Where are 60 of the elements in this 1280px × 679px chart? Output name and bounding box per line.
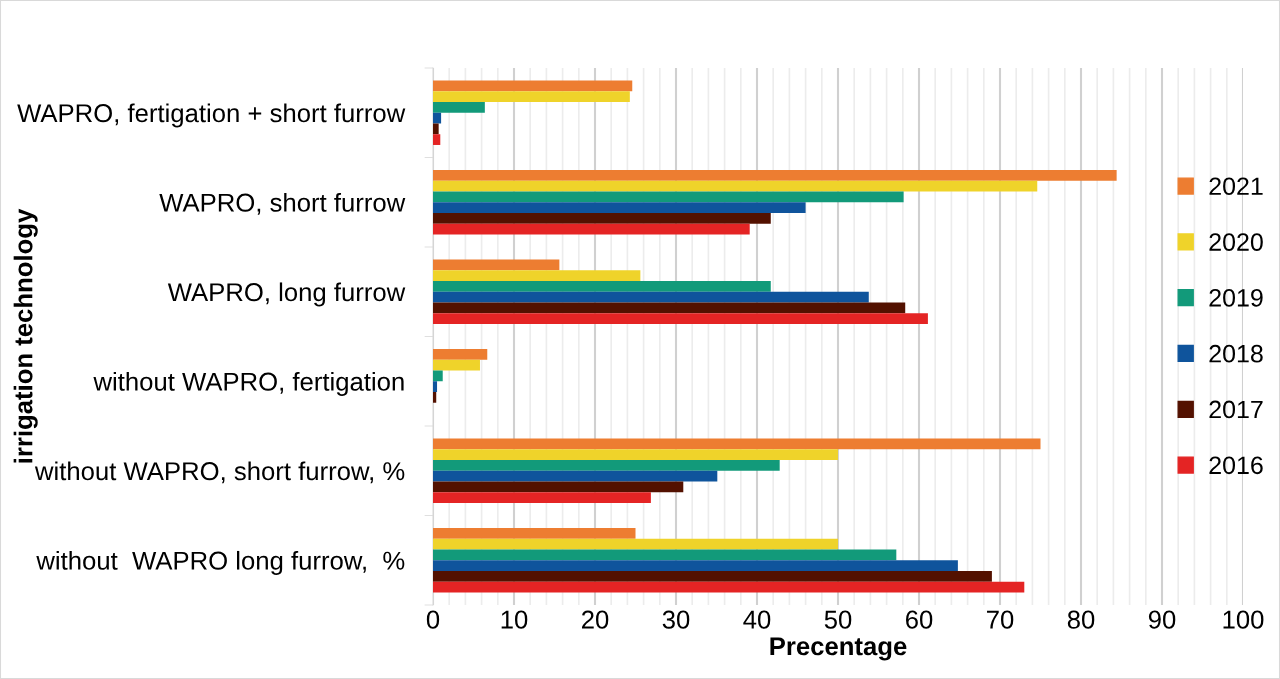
bar <box>433 134 441 145</box>
bar <box>433 170 1117 181</box>
bar <box>433 313 928 324</box>
bar <box>433 570 992 582</box>
x-tick-label: 60 <box>906 610 933 629</box>
bar <box>433 549 897 561</box>
bar <box>433 560 958 571</box>
bar <box>433 191 904 203</box>
bar <box>433 202 806 213</box>
bar <box>433 349 488 360</box>
y-tick-label: without WAPRO, fertigation <box>93 371 404 396</box>
x-tick-label: 70 <box>987 610 1014 629</box>
bar <box>433 492 651 503</box>
bar <box>433 102 485 113</box>
bar <box>433 538 838 550</box>
x-tick-label: 0 <box>426 610 440 629</box>
bar <box>433 438 1041 450</box>
bar <box>433 470 718 482</box>
y-axis-title: irrigation technology <box>13 208 38 463</box>
bar <box>433 528 636 539</box>
y-tick-label: WAPRO, long furrow <box>167 282 406 307</box>
y-tick-label: without WAPRO long furrow, % <box>36 550 405 575</box>
y-tick-label: WAPRO, short furrow <box>159 192 406 215</box>
legend-label: 2016 <box>1209 456 1263 475</box>
bar <box>433 581 1025 593</box>
y-tick-label: WAPRO, fertigation + short furrow <box>17 103 406 128</box>
x-tick-label: 80 <box>1067 610 1095 629</box>
x-tick-label: 100 <box>1223 610 1264 629</box>
y-tick-label: without WAPRO, short furrow, % <box>34 461 405 484</box>
legend-label: 2017 <box>1209 400 1263 419</box>
x-tick-label: 40 <box>743 610 771 629</box>
bar <box>433 80 633 92</box>
bar <box>433 212 771 224</box>
bar <box>433 460 780 471</box>
x-tick-label: 30 <box>662 610 690 629</box>
bar <box>433 270 641 282</box>
x-tick-label: 20 <box>582 610 609 629</box>
legend-label: 2018 <box>1209 344 1263 363</box>
legend-label: 2021 <box>1209 177 1263 196</box>
x-tick-label: 50 <box>824 610 852 629</box>
bar <box>433 370 443 382</box>
bar <box>433 449 838 461</box>
bar <box>433 112 442 124</box>
x-tick-label: 10 <box>501 610 528 629</box>
bar <box>433 381 438 392</box>
bar <box>433 91 630 103</box>
x-tick-label: 90 <box>1148 610 1176 629</box>
bar <box>433 359 480 371</box>
legend-label: 2020 <box>1209 233 1263 251</box>
bar <box>433 223 750 235</box>
x-axis-title: Precentage <box>770 637 907 661</box>
bar <box>433 291 869 303</box>
bar <box>433 123 439 135</box>
bar <box>433 180 1038 192</box>
bar <box>433 391 437 403</box>
legend-label: 2019 <box>1209 289 1263 307</box>
bar <box>433 281 771 292</box>
bar <box>433 302 906 314</box>
bar <box>433 259 560 271</box>
bar <box>433 481 684 493</box>
